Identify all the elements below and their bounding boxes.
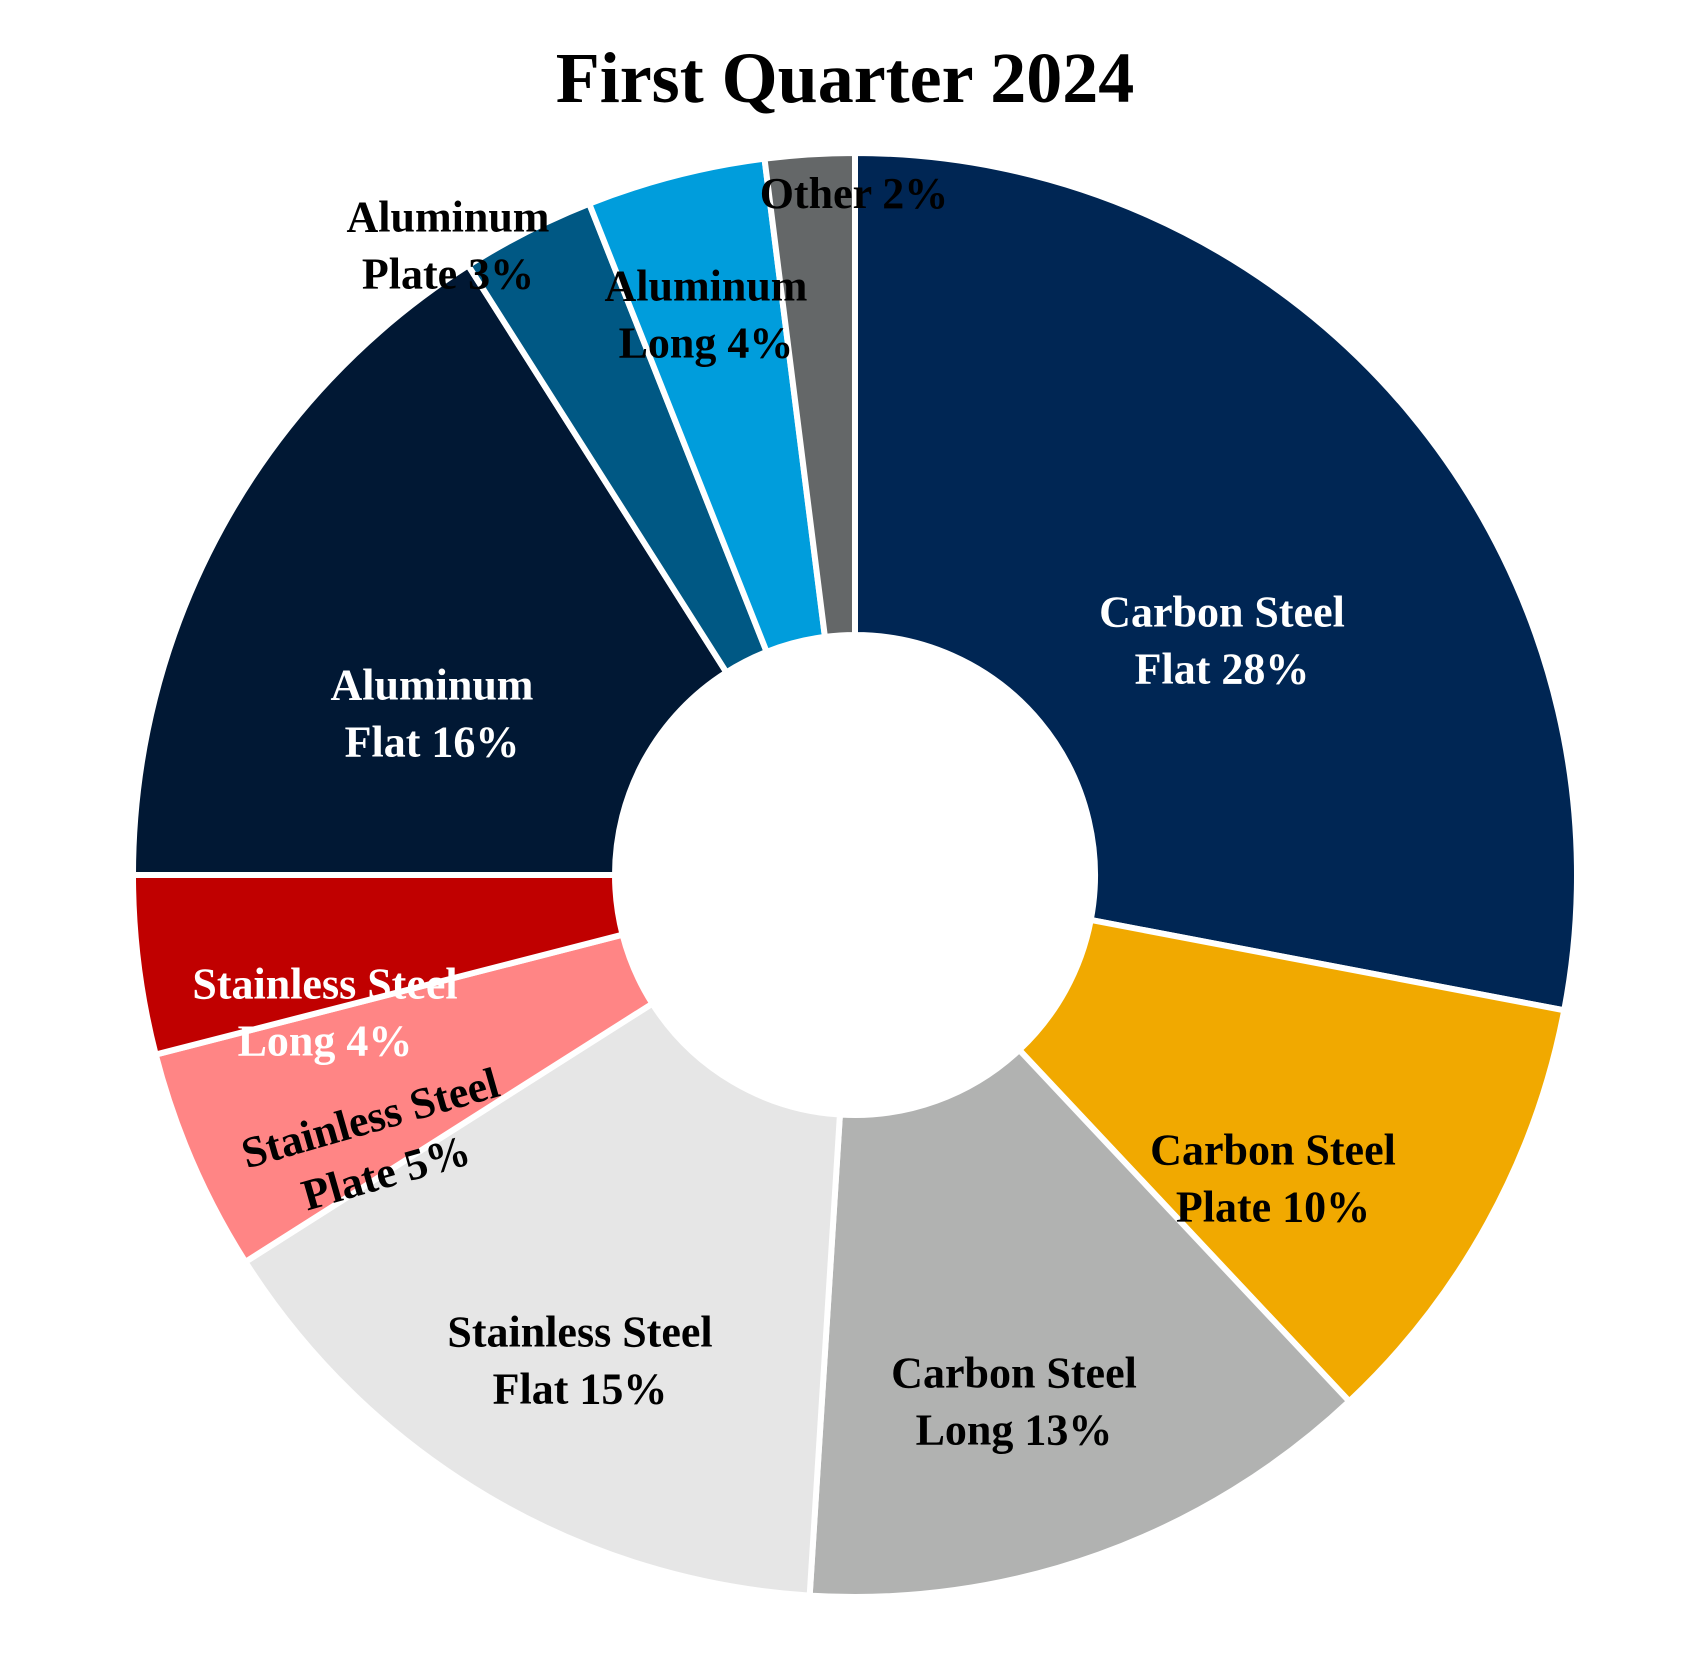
label-other: Other 2%: [760, 169, 949, 218]
slice-carbon-steel-plate: [1015, 916, 1568, 1406]
slice-carbon-steel-flat: [852, 149, 1580, 1014]
label-carbon-steel-long: Carbon Steel Long 13%: [891, 1349, 1137, 1455]
slice-carbon-steel-long: [806, 1045, 1354, 1601]
label-carbon-steel-flat: Carbon Steel Flat 28%: [1099, 588, 1345, 694]
label-carbon-steel-plate: Carbon Steel Plate 10%: [1150, 1126, 1396, 1232]
donut-slices: [129, 149, 1580, 1601]
slice-stainless-steel-flat: [241, 999, 844, 1599]
label-stainless-steel-flat: Stainless Steel Flat 15%: [447, 1308, 712, 1414]
label-aluminum-plate: Aluminum Plate 3%: [347, 193, 550, 299]
label-aluminum-long: Aluminum Long 4%: [605, 262, 808, 368]
slice-aluminum-flat: [129, 261, 731, 878]
label-stainless-steel-long: Stainless Steel Long 4%: [192, 960, 457, 1066]
slice-stainless-steel-plate: [152, 931, 657, 1267]
chart-title: First Quarter 2024: [556, 38, 1135, 118]
slice-other: [761, 149, 858, 641]
label-aluminum-flat: Aluminum Flat 16%: [331, 661, 534, 767]
